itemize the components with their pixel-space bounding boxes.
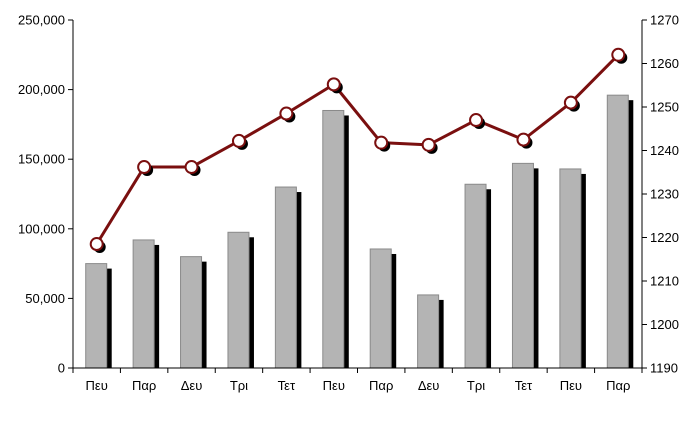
x-tick-label: Πευ xyxy=(86,378,108,393)
x-tick-label: Παρ xyxy=(132,378,156,393)
left-tick-label: 250,000 xyxy=(18,13,65,28)
left-tick-label: 0 xyxy=(58,361,65,376)
line-point xyxy=(611,47,626,62)
bar xyxy=(417,294,440,369)
line-point xyxy=(421,137,436,152)
right-tick-label: 1220 xyxy=(650,230,679,245)
left-tick-label: 150,000 xyxy=(18,152,65,167)
bar-series xyxy=(85,94,634,369)
right-tick-label: 1210 xyxy=(650,274,679,289)
right-tick-label: 1190 xyxy=(650,361,678,376)
x-tick-label: Τρι xyxy=(230,378,248,393)
bar xyxy=(511,162,534,369)
left-tick-label: 50,000 xyxy=(25,291,65,306)
x-tick-label: Τετ xyxy=(278,378,296,393)
x-tick-label: Παρ xyxy=(369,378,393,393)
line-point xyxy=(563,95,578,110)
line-point xyxy=(469,113,484,128)
line-point xyxy=(89,237,104,252)
line-series xyxy=(89,47,628,254)
left-tick-label: 100,000 xyxy=(18,221,65,236)
line-point xyxy=(137,160,152,175)
left-tick-label: 200,000 xyxy=(18,82,65,97)
x-tick-label: Δευ xyxy=(181,378,203,393)
bar xyxy=(559,168,582,369)
series-line xyxy=(95,53,620,245)
bar xyxy=(322,109,345,369)
axes: 0 50,000 100,000 150,000 200,000 250,000 1190 1… xyxy=(18,13,679,394)
x-tick-label: Παρ xyxy=(606,378,630,393)
x-tick-label: Δευ xyxy=(418,378,440,393)
bar xyxy=(464,183,487,369)
right-tick-label: 1230 xyxy=(650,187,679,202)
bar xyxy=(227,231,250,369)
right-tick-label: 1250 xyxy=(650,100,679,115)
x-tick-label: Πευ xyxy=(323,378,345,393)
bar xyxy=(85,263,108,369)
right-tick-label: 1240 xyxy=(650,143,679,158)
bar xyxy=(132,239,155,369)
line-point xyxy=(326,77,341,92)
line-point xyxy=(279,106,294,121)
line-point xyxy=(516,132,531,147)
right-tick-label: 1260 xyxy=(650,56,679,71)
line-point xyxy=(374,135,389,150)
bar xyxy=(180,256,203,369)
x-tick-label: Τρι xyxy=(467,378,485,393)
x-tick-label: Πευ xyxy=(560,378,582,393)
bar xyxy=(274,186,297,369)
line-point xyxy=(231,133,246,148)
bar xyxy=(606,94,629,369)
right-tick-label: 1200 xyxy=(650,317,679,332)
x-tick-label: Τετ xyxy=(515,378,533,393)
line-point xyxy=(184,160,199,175)
bar xyxy=(369,248,392,369)
right-tick-label: 1270 xyxy=(650,13,679,28)
